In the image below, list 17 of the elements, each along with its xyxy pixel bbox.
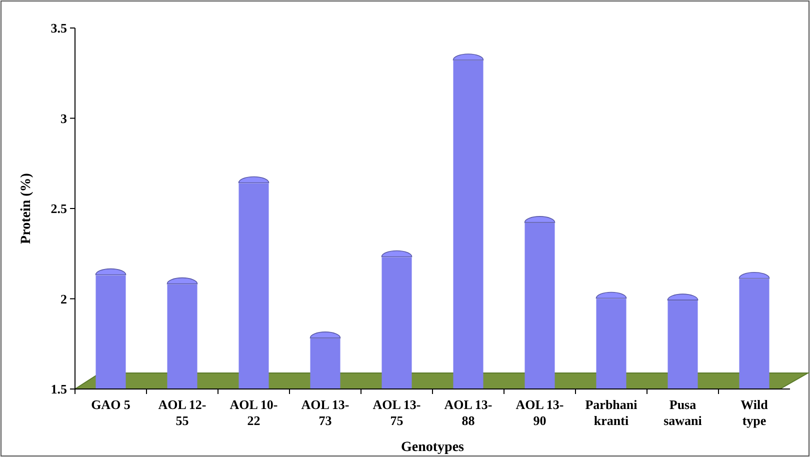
x-tick-label: AOL 13-73 <box>301 397 350 428</box>
y-tick-label: 2.5 <box>50 201 68 216</box>
y-tick-label: 3.5 <box>50 20 68 36</box>
y-tick-label: 2 <box>60 291 67 306</box>
x-tick-label: AOL 10-22 <box>230 397 278 428</box>
y-tick-label: 3 <box>60 110 68 126</box>
y-axis-title: Protein (%) <box>19 172 34 244</box>
x-tick-label: AOL 13-75 <box>372 397 421 428</box>
y-tick-label: 1.5 <box>50 382 68 397</box>
x-tick-label: Pusa sawani <box>664 397 702 428</box>
x-tick-label: AOL 13-88 <box>444 397 492 428</box>
x-tick-label: Wild type <box>740 397 769 428</box>
x-tick-label: Parbhani kranti <box>585 397 638 428</box>
x-tick-label: AOL 12-55 <box>158 397 206 428</box>
x-tick-label: AOL 13-90 <box>516 397 564 428</box>
x-axis-title: Genotypes <box>401 440 465 455</box>
x-tick-label: GAO 5 <box>91 397 131 412</box>
